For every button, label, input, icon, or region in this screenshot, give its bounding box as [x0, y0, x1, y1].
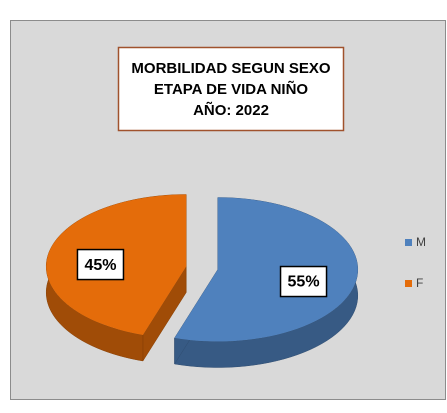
title-line: MORBILIDAD SEGUN SEXO [131, 60, 331, 77]
title-line: AÑO: 2022 [193, 101, 269, 119]
legend-swatch [405, 280, 412, 287]
legend-label: F [416, 276, 423, 290]
chart-title: MORBILIDAD SEGUN SEXO ETAPA DE VIDA NIÑO… [131, 60, 331, 119]
data-label: 55% [288, 274, 320, 291]
data-label: 45% [84, 257, 116, 274]
title-line: ETAPA DE VIDA NIÑO [154, 80, 309, 98]
legend-swatch [405, 239, 412, 246]
legend-label: M [416, 235, 426, 249]
title-box [117, 46, 345, 132]
data-label-box [76, 248, 125, 281]
slice [174, 197, 358, 342]
data-label-box [279, 265, 328, 298]
